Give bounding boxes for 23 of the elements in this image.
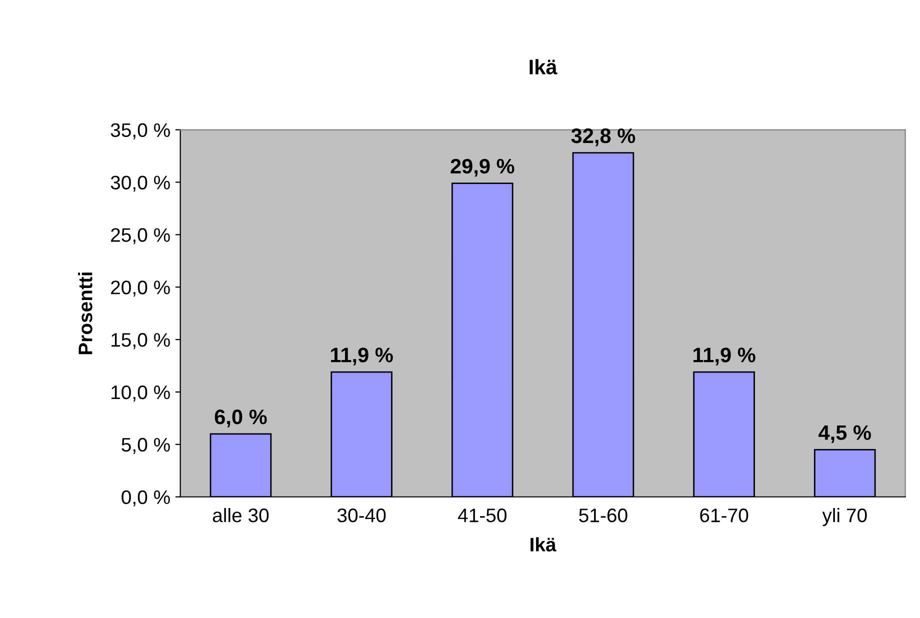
x-tick-label: yli 70	[822, 508, 867, 526]
y-tick-label: 15,0 %	[112, 333, 170, 350]
data-label: 6,0 %	[214, 410, 267, 428]
y-axis-title: Prosentti	[78, 272, 92, 354]
y-tick-label: 5,0 %	[122, 438, 170, 454]
x-tick-label: 41-50	[458, 508, 506, 522]
y-tick-label: 30,0 %	[110, 176, 170, 192]
data-label: 11,9 %	[331, 348, 393, 366]
x-tick-label: alle 30	[212, 508, 269, 522]
data-label: 32,8 %	[571, 128, 636, 146]
data-label: 29,9 %	[450, 158, 514, 177]
y-tick-label: 25,0 %	[111, 228, 170, 244]
y-tick-label: 0,0 %	[122, 490, 170, 506]
x-tick-label: 61-70	[700, 508, 748, 522]
data-label: 4,5 %	[818, 425, 871, 444]
y-tick-label: 35,0 %	[110, 123, 170, 140]
x-tick-label: 51-60	[579, 508, 628, 522]
chart-title: Ikä	[530, 59, 558, 74]
data-label: 11,9 %	[693, 348, 756, 366]
x-tick-label: 30-40	[337, 508, 386, 522]
y-tick-label: 10,0 %	[112, 385, 170, 402]
y-tick-label: 20,0 %	[111, 280, 170, 297]
x-axis-title: Ikä	[530, 537, 556, 552]
